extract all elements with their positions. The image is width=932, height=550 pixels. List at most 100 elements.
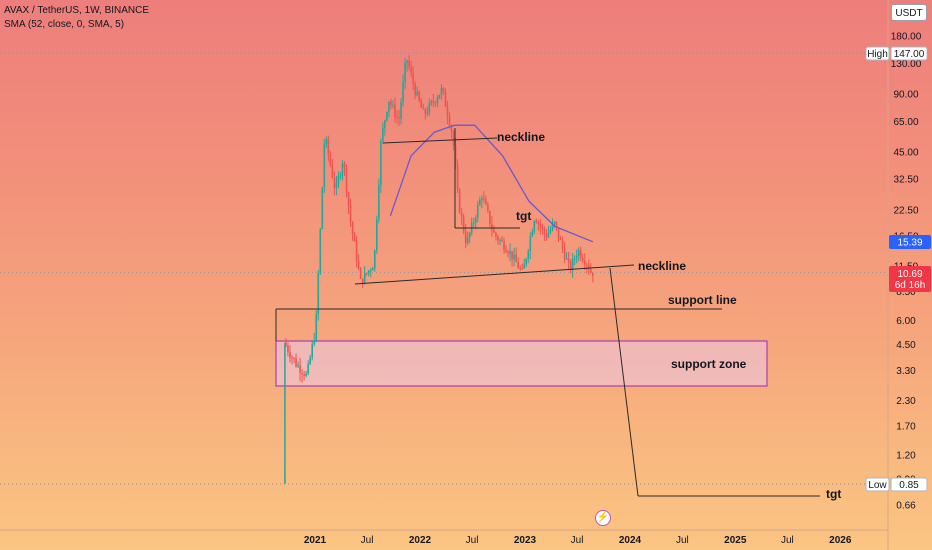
y-tick-label: 45.00: [893, 148, 918, 159]
candle-body: [448, 116, 451, 127]
candle-body: [309, 357, 311, 364]
candle-body: [583, 260, 586, 265]
candle-body: [573, 258, 576, 260]
candle-body: [507, 252, 509, 254]
candle-body: [432, 101, 435, 103]
candle-body: [483, 198, 485, 200]
candle-body: [341, 163, 344, 175]
candle-body: [355, 241, 358, 262]
candle-body: [567, 258, 570, 262]
y-tick-label: 130.00: [891, 59, 922, 70]
candle-body: [442, 87, 445, 92]
candle-body: [495, 232, 497, 237]
candle-body: [285, 342, 287, 347]
candle-body: [420, 100, 423, 108]
candle-body: [501, 239, 503, 242]
neckline-top: [382, 137, 498, 144]
candle-body: [428, 103, 431, 113]
candle-body: [531, 231, 534, 237]
candle-body: [424, 109, 427, 114]
x-tick-label: Jul: [466, 535, 479, 546]
x-tick-label: Jul: [571, 535, 584, 546]
candle-body: [466, 237, 469, 243]
candle-body: [553, 221, 556, 225]
candle-body: [373, 250, 376, 269]
candle-body: [289, 352, 291, 358]
candle-body: [452, 131, 455, 146]
candle-body: [561, 239, 564, 249]
x-tick-label: 2024: [619, 535, 642, 546]
candle-body: [489, 210, 491, 224]
candle-body: [430, 101, 433, 104]
candle-body: [345, 167, 348, 193]
sma-value-badge-text: 15.39: [897, 238, 922, 249]
candle-body: [390, 101, 392, 105]
candle-body: [559, 238, 562, 240]
candle-body: [565, 258, 568, 260]
currency-unit-button[interactable]: USDT: [891, 4, 927, 21]
candle-body: [491, 223, 493, 230]
candle-body: [460, 212, 463, 217]
candle-body: [456, 165, 459, 190]
candle-body: [367, 270, 370, 274]
x-tick-label: 2025: [724, 535, 747, 546]
candle-body: [464, 231, 467, 243]
candle-body: [382, 127, 384, 142]
candle-body: [414, 83, 416, 96]
low-label: [865, 477, 890, 492]
y-tick-label: 180.00: [891, 32, 922, 43]
candle-body: [557, 227, 560, 239]
annotation-label: tgt: [826, 487, 841, 501]
candle-body: [406, 60, 408, 63]
candle-body: [434, 102, 437, 104]
candle-body: [503, 241, 505, 251]
candle-body: [378, 184, 380, 220]
candle-body: [519, 268, 521, 270]
candle-body: [555, 221, 558, 228]
candle-body: [577, 250, 580, 256]
candle-body: [525, 258, 528, 265]
annotation-label: neckline: [497, 130, 545, 144]
candle-body: [523, 264, 526, 269]
candle-body: [371, 268, 374, 271]
candle-body: [331, 165, 334, 178]
high-value-badge-text: 147.00: [894, 49, 925, 60]
countdown-text: 6d 16h: [895, 280, 926, 291]
candle-body: [329, 154, 332, 166]
candle-body: [386, 112, 388, 121]
y-tick-label: 32.50: [893, 175, 918, 186]
candle-body: [517, 262, 519, 269]
candle-body: [541, 226, 544, 229]
y-tick-label: 3.30: [896, 366, 916, 377]
candle-body: [315, 313, 318, 341]
indicator-label: SMA (52, close, 0, SMA, 5): [4, 19, 125, 30]
candle-body: [412, 73, 414, 84]
candle-body: [537, 222, 540, 224]
candle-body: [327, 139, 330, 155]
candle-body: [569, 261, 572, 271]
y-tick-label: 6.00: [896, 316, 916, 327]
high-value-badge: [890, 46, 928, 61]
candle-body: [402, 81, 404, 103]
candle-body: [527, 251, 530, 259]
candle-body: [549, 229, 552, 233]
annotation-label: support line: [668, 293, 737, 307]
projection-line: [609, 267, 639, 497]
candle-body: [384, 120, 386, 128]
lightning-icon[interactable]: ⚡: [595, 510, 611, 526]
candle-body: [438, 94, 441, 99]
candle-body: [359, 268, 362, 279]
x-tick-label: Jul: [781, 535, 794, 546]
candle-body: [343, 163, 346, 168]
candle-body: [287, 346, 289, 353]
x-tick-label: Jul: [676, 535, 689, 546]
candle-body: [313, 340, 316, 345]
candle-body: [365, 272, 368, 274]
candle-body: [297, 365, 299, 367]
candle-body: [586, 264, 588, 266]
candle-body: [394, 104, 396, 117]
candle-body: [533, 221, 536, 232]
candle-body: [337, 176, 340, 184]
sma-line: [389, 124, 594, 243]
